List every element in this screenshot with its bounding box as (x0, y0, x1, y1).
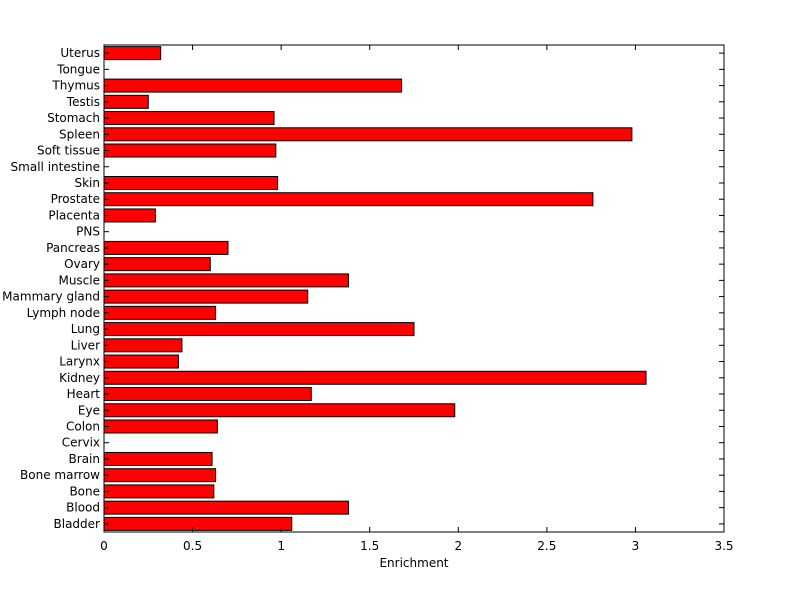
x-tick-label-4: 2 (454, 539, 462, 553)
bar-bone (103, 484, 215, 499)
bar-placenta (103, 208, 156, 223)
y-tick-label-bone: Bone (69, 484, 100, 498)
y-tick-label-blood: Blood (66, 501, 100, 515)
y-tick-label-spleen: Spleen (59, 127, 100, 141)
bar-pancreas (103, 240, 229, 255)
y-tick-label-pns: PNS (76, 225, 100, 239)
y-tick-label-cervix: Cervix (62, 436, 100, 450)
y-tick-label-lymph-node: Lymph node (27, 306, 100, 320)
y-tick-label-soft-tissue: Soft tissue (37, 144, 100, 158)
y-tick-label-liver: Liver (71, 338, 101, 352)
bar-larynx (103, 354, 179, 369)
x-tick-label-2: 1 (277, 539, 285, 553)
bar-uterus (103, 46, 162, 61)
y-tick-label-skin: Skin (74, 176, 100, 190)
bar-colon (103, 419, 218, 434)
plot-area-frame (103, 44, 725, 533)
bar-bone-marrow (103, 468, 217, 483)
bar-lymph-node (103, 305, 217, 320)
bar-bladder (103, 516, 293, 531)
y-tick-label-eye: Eye (78, 403, 100, 417)
x-tick-label-6: 3 (632, 539, 640, 553)
y-tick-labels: Bladder Blood Bone Bone marrow Brain Cervix Co… (2, 46, 100, 531)
y-tick-label-lung: Lung (71, 322, 100, 336)
y-tick-label-muscle: Muscle (58, 273, 100, 287)
bar-heart (103, 387, 312, 402)
y-tick-label-bone-marrow: Bone marrow (20, 468, 100, 482)
bar-mammary-gland (103, 289, 309, 304)
bar-blood (103, 500, 349, 515)
x-tick-label-1: 0.5 (183, 539, 202, 553)
bar-eye (103, 403, 456, 418)
x-axis-title: Enrichment (379, 556, 448, 570)
y-tick-label-brain: Brain (69, 452, 100, 466)
y-tick-label-ovary: Ovary (64, 257, 100, 271)
bar-kidney (103, 370, 647, 385)
y-tick-label-kidney: Kidney (59, 371, 100, 385)
x-tick-labels: 0 0.5 1 1.5 2 2.5 3 3.5 (100, 539, 733, 553)
bar-lung (103, 322, 415, 337)
bar-prostate (103, 192, 594, 207)
y-tick-label-uterus: Uterus (60, 46, 100, 60)
y-tick-label-thymus: Thymus (51, 79, 100, 93)
bar-skin (103, 175, 279, 190)
bar-thymus (103, 78, 403, 93)
x-tick-label-5: 2.5 (537, 539, 556, 553)
y-tick-label-small-intestine: Small intestine (11, 160, 100, 174)
bar-soft-tissue (103, 143, 277, 158)
bar-brain (103, 451, 213, 466)
bar-testis (103, 94, 149, 109)
x-tick-label-3: 1.5 (360, 539, 379, 553)
bar-muscle (103, 273, 349, 288)
bar-stomach (103, 111, 275, 126)
bar-spleen (103, 127, 633, 142)
y-tick-label-bladder: Bladder (54, 517, 101, 531)
y-tick-label-larynx: Larynx (59, 355, 100, 369)
ticks-group (103, 45, 725, 532)
x-tick-label-7: 3.5 (714, 539, 733, 553)
y-tick-label-prostate: Prostate (51, 192, 100, 206)
y-tick-label-colon: Colon (66, 419, 100, 433)
bar-liver (103, 338, 183, 353)
y-tick-label-stomach: Stomach (47, 111, 100, 125)
y-tick-label-pancreas: Pancreas (46, 241, 100, 255)
y-tick-label-tongue: Tongue (56, 62, 100, 76)
bars-group (103, 46, 647, 531)
x-tick-label-0: 0 (100, 539, 108, 553)
y-tick-label-placenta: Placenta (48, 208, 100, 222)
y-tick-label-testis: Testis (66, 95, 100, 109)
y-tick-label-mammary-gland: Mammary gland (2, 290, 100, 304)
y-tick-label-heart: Heart (67, 387, 101, 401)
bar-ovary (103, 257, 211, 272)
